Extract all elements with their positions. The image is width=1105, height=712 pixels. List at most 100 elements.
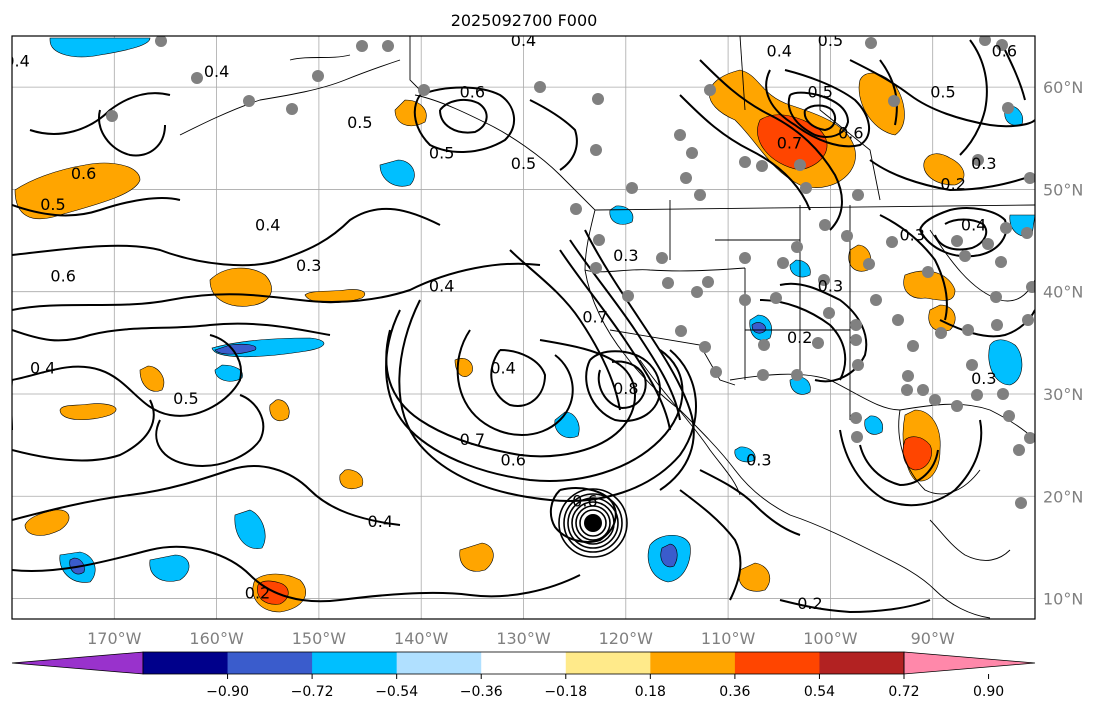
shade-patch bbox=[394, 99, 427, 126]
contour-label: 0.3 bbox=[746, 451, 771, 470]
latitude-label: 30°N bbox=[1043, 385, 1083, 404]
contour-label: 0.6 bbox=[992, 41, 1017, 60]
contour-label: 0.2 bbox=[797, 594, 822, 613]
shade-patch bbox=[379, 159, 415, 187]
contour-label: 0.5 bbox=[429, 144, 454, 163]
colorbar: −0.90 −0.72 −0.54 −0.36 −0.18 0.18 0.36 0.54 0.7… bbox=[11, 651, 1036, 700]
contour-label: 0.6 bbox=[71, 164, 96, 183]
contour-label: 0.2 bbox=[787, 328, 812, 347]
contour-label: 0.5 bbox=[807, 82, 832, 101]
coastlines bbox=[179, 36, 1035, 619]
shade-patch bbox=[214, 364, 243, 382]
contour-label: 0.3 bbox=[818, 277, 843, 296]
contour-label: 0.7 bbox=[582, 307, 607, 326]
colorbar-segment bbox=[227, 652, 313, 674]
colorbar-tick-label: 0.54 bbox=[804, 684, 835, 700]
colorbar-tick-label: −0.54 bbox=[375, 684, 418, 700]
colorbar-tick-label: 0.72 bbox=[888, 684, 919, 700]
colorbar-outline bbox=[142, 651, 905, 675]
latitude-label: 10°N bbox=[1043, 590, 1083, 609]
contour-label: 0.4 bbox=[767, 41, 792, 60]
longitude-label: 120°W bbox=[599, 629, 654, 648]
station-markers bbox=[106, 36, 1035, 509]
colorbar-tick-label: −0.36 bbox=[460, 684, 503, 700]
shade-patch bbox=[149, 554, 190, 582]
longitude-label: 160°W bbox=[189, 629, 244, 648]
colorbar-segment bbox=[819, 652, 905, 674]
contour-label: 0.5 bbox=[173, 389, 198, 408]
shade-patch bbox=[757, 114, 828, 171]
contour-label: 0.6 bbox=[460, 82, 485, 101]
shade-patch bbox=[923, 153, 965, 186]
shade-patch bbox=[609, 205, 634, 225]
longitude-label: 130°W bbox=[496, 629, 551, 648]
contour-label: 0.7 bbox=[777, 134, 802, 153]
longitude-label: 110°W bbox=[701, 629, 756, 648]
colorbar-extend-high bbox=[903, 651, 1036, 675]
shade-patch bbox=[139, 365, 165, 392]
colorbar-segment bbox=[734, 652, 820, 674]
colorbar-extend-low bbox=[11, 651, 144, 675]
contour-label: 0.4 bbox=[4, 52, 29, 71]
shade-patch bbox=[214, 343, 257, 355]
colorbar-tick-label: 0.90 bbox=[973, 684, 1004, 700]
colorbar-tick-label: −0.90 bbox=[206, 684, 249, 700]
contour-label: 0.6 bbox=[572, 491, 597, 510]
contour-label: 0.4 bbox=[30, 359, 55, 378]
contour-labels: 0.4 0.4 0.5 0.6 0.5 0.6 0.4 0.3 0.4 0.4 0.5 0.7 0.4 0… bbox=[4, 31, 1017, 613]
map-frame bbox=[11, 35, 1036, 620]
contour-label: 0.3 bbox=[296, 256, 321, 275]
contour-label: 0.5 bbox=[40, 195, 65, 214]
longitude-label: 150°W bbox=[292, 629, 347, 648]
contour-label: 0.6 bbox=[838, 123, 863, 142]
colorbar-segment bbox=[143, 652, 229, 674]
shade-patch bbox=[459, 542, 494, 572]
shade-patch bbox=[734, 446, 756, 463]
shade-patch bbox=[234, 509, 266, 549]
colorbar-segment bbox=[565, 652, 651, 674]
cyclone-center bbox=[584, 514, 602, 532]
contour-label: 0.8 bbox=[613, 379, 638, 398]
colorbar-segment bbox=[396, 652, 482, 674]
colorbar-segment bbox=[312, 652, 398, 674]
contour-label: 0.4 bbox=[255, 215, 280, 234]
contour-label: 0.3 bbox=[900, 226, 925, 245]
contour-label: 0.3 bbox=[971, 369, 996, 388]
colorbar-tick-label: 0.36 bbox=[719, 684, 750, 700]
contour-label: 0.2 bbox=[245, 584, 270, 603]
contour-lines bbox=[12, 39, 1035, 614]
contour-label: 0.5 bbox=[930, 82, 955, 101]
contour-label: 0.2 bbox=[940, 174, 965, 193]
contour-label: 0.4 bbox=[961, 215, 986, 234]
contour-label: 0.4 bbox=[511, 31, 536, 50]
contour-label: 0.7 bbox=[460, 430, 485, 449]
shade-patch bbox=[269, 399, 290, 422]
shade-patch bbox=[59, 403, 117, 420]
shade-patch bbox=[24, 509, 70, 536]
contour-label: 0.5 bbox=[818, 31, 843, 50]
contour-label: 0.6 bbox=[50, 266, 75, 285]
contour-label: 0.4 bbox=[429, 277, 454, 296]
contour-label: 0.4 bbox=[368, 512, 393, 531]
contour-label: 0.4 bbox=[204, 62, 229, 81]
shade-patch bbox=[339, 469, 364, 489]
contour-label: 0.5 bbox=[511, 154, 536, 173]
latitude-label: 60°N bbox=[1043, 78, 1083, 97]
shade-patch bbox=[988, 339, 1023, 386]
colorbar-tick-label: 0.18 bbox=[635, 684, 666, 700]
colorbar-segment bbox=[650, 652, 736, 674]
contour-label: 0.3 bbox=[613, 246, 638, 265]
latitude-label: 50°N bbox=[1043, 180, 1083, 199]
latitude-label: 20°N bbox=[1043, 487, 1083, 506]
longitude-labels: 170°W 160°W 150°W 140°W 130°W 120°W 110°W 100°W… bbox=[87, 629, 955, 648]
colorbar-tick-label: −0.18 bbox=[544, 684, 587, 700]
longitude-label: 100°W bbox=[803, 629, 858, 648]
figure-title: 2025092700 F000 bbox=[451, 11, 598, 30]
latitude-labels: 10°N 20°N 30°N 40°N 50°N 60°N bbox=[1043, 78, 1083, 608]
contour-label: 0.4 bbox=[490, 359, 515, 378]
shade-patch bbox=[660, 543, 678, 568]
shade-patch bbox=[738, 562, 770, 592]
shade-patch bbox=[864, 415, 883, 435]
shade-patch bbox=[14, 162, 141, 220]
